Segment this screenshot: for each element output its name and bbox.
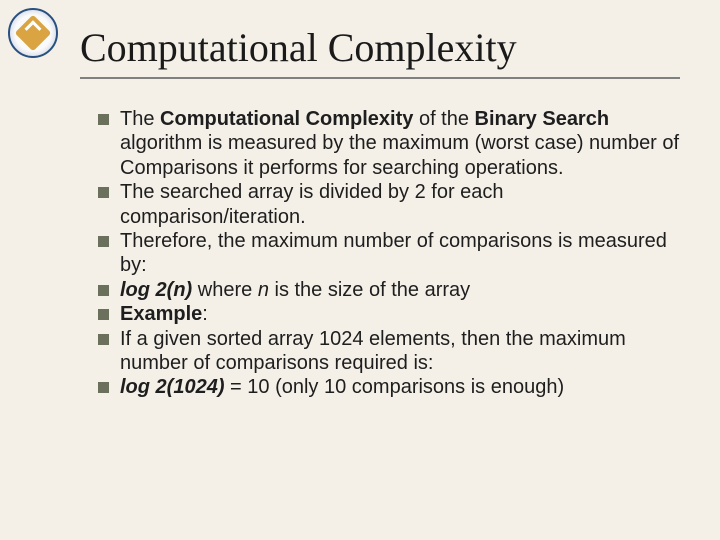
text-run: is the size of the array — [269, 279, 470, 301]
text-run: : — [202, 303, 208, 325]
logo-diamond-icon — [15, 15, 52, 52]
bullet-item: Example: — [98, 302, 680, 326]
bullet-item: The searched array is divided by 2 for e… — [98, 180, 680, 229]
slide-title: Computational Complexity — [80, 24, 680, 79]
bullet-item: The Computational Complexity of the Bina… — [98, 107, 680, 180]
text-run: The searched array is divided by 2 for e… — [120, 181, 504, 227]
text-run: of the — [413, 108, 474, 130]
text-run: Computational Complexity — [160, 108, 413, 130]
text-run: algorithm is measured by the maximum (wo… — [120, 132, 679, 178]
text-run: = 10 (only 10 comparisons is enough) — [224, 376, 564, 398]
text-run: Binary Search — [475, 108, 610, 130]
text-run: where — [192, 279, 258, 301]
slide-content: Computational Complexity The Computation… — [0, 0, 720, 420]
bullet-item: If a given sorted array 1024 elements, t… — [98, 327, 680, 376]
text-run: log 2(n) — [120, 279, 192, 301]
bullet-item: log 2(1024) = 10 (only 10 comparisons is… — [98, 375, 680, 399]
text-run: log 2(1024) — [120, 376, 224, 398]
text-run: Example — [120, 303, 202, 325]
bullet-item: Therefore, the maximum number of compari… — [98, 229, 680, 278]
text-run: The — [120, 108, 160, 130]
bullet-item: log 2(n) where n is the size of the arra… — [98, 278, 680, 302]
bullet-list: The Computational Complexity of the Bina… — [80, 107, 680, 400]
text-run: If a given sorted array 1024 elements, t… — [120, 328, 626, 374]
text-run: Therefore, the maximum number of compari… — [120, 230, 667, 276]
text-run: n — [258, 279, 269, 301]
logo-outer-ring — [8, 8, 58, 58]
university-logo — [8, 8, 58, 58]
